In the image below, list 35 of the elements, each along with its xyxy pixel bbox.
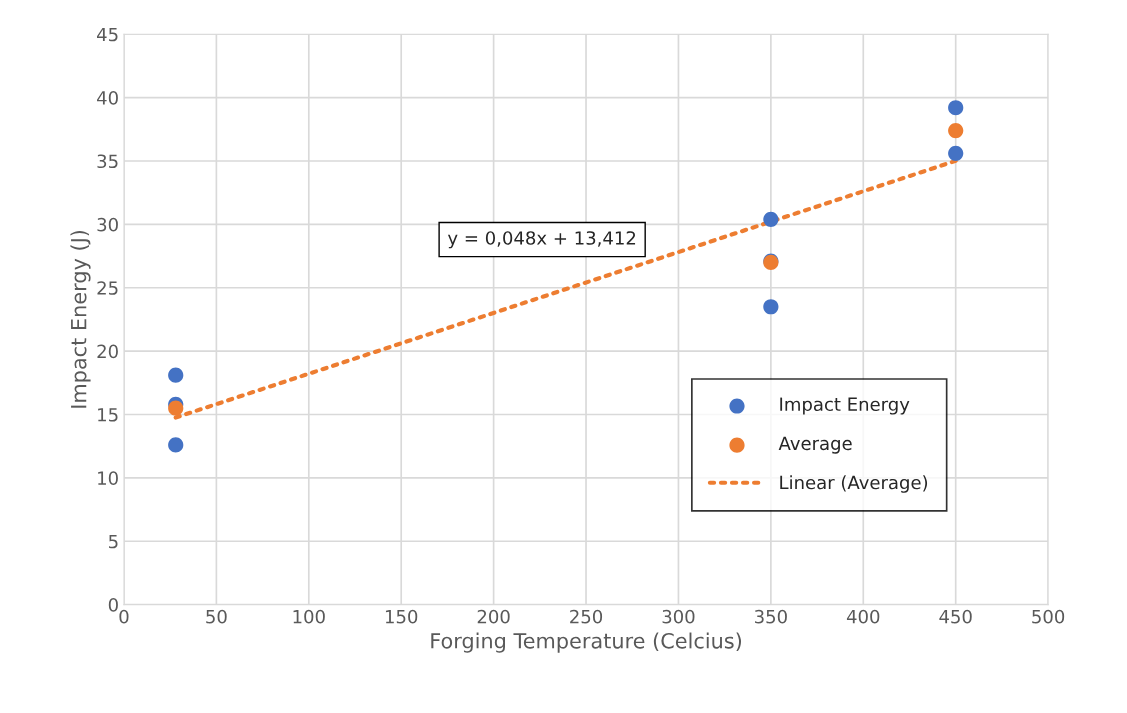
x-tick-label: 150 <box>385 609 418 624</box>
point <box>948 145 964 161</box>
point <box>168 437 184 453</box>
x-axis-title: Forging Temperature (Celcius) <box>431 632 742 653</box>
y-tick-label: 5 <box>109 534 118 549</box>
legend-label: Average <box>778 436 852 454</box>
y-tick-label: 40 <box>97 91 118 105</box>
y-tick-label: 15 <box>98 408 118 422</box>
x-tick-label: 450 <box>939 609 972 624</box>
annotation: y = 0,048x + 13,412 <box>447 231 636 249</box>
x-tick-label: 0 <box>119 609 129 624</box>
x-tick-label: 300 <box>662 609 695 624</box>
x-tick-label: 400 <box>846 609 880 624</box>
point <box>948 100 964 116</box>
point <box>168 367 184 383</box>
y-axis-title: Impact Energy (J) <box>70 230 91 408</box>
x-tick-label: 350 <box>755 609 787 624</box>
x-tick-label: 200 <box>477 609 510 624</box>
x-tick-label: 500 <box>1032 609 1065 624</box>
point <box>948 122 964 139</box>
y-tick-label: 10 <box>98 471 118 485</box>
x-tick-label: 50 <box>206 609 227 624</box>
y-tick-label: 35 <box>97 154 118 169</box>
y-tick-label: 20 <box>97 344 118 359</box>
y-tick-label: 30 <box>97 217 118 232</box>
point <box>763 299 779 315</box>
point <box>168 400 184 416</box>
point <box>763 211 779 227</box>
x-tick-label: 250 <box>570 609 603 624</box>
legend-label: Impact Energy <box>780 397 910 415</box>
x-tick-label: 100 <box>293 609 325 624</box>
legend-label: Linear (Average) <box>780 475 928 493</box>
y-tick-label: 25 <box>97 281 118 295</box>
y-tick-label: 0 <box>108 598 118 612</box>
y-tick-label: 45 <box>97 27 118 42</box>
